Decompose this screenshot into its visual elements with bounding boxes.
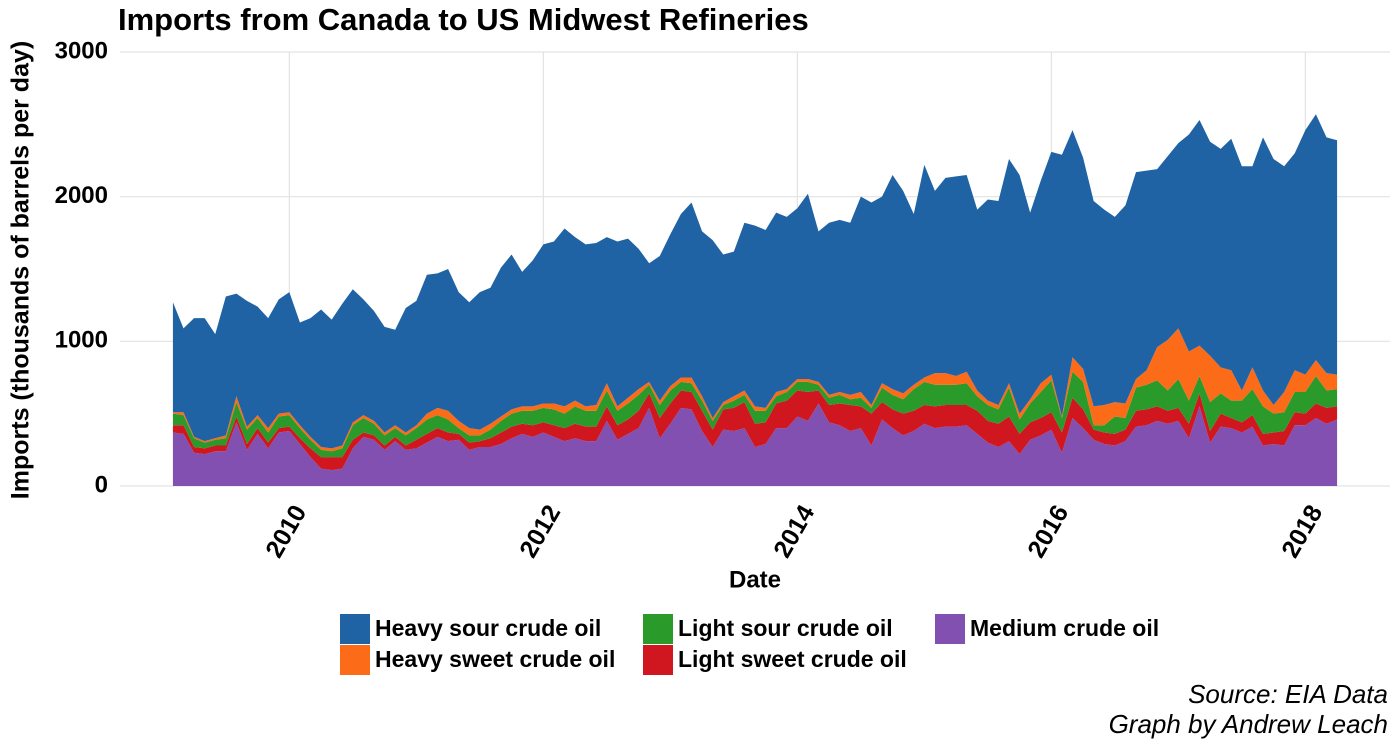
y-tick-label: 2000 xyxy=(55,182,108,209)
x-tick-label: 2016 xyxy=(1022,500,1074,562)
x-tick-label: 2012 xyxy=(514,500,566,562)
legend-label: Light sour crude oil xyxy=(678,615,893,641)
legend-label: Light sweet crude oil xyxy=(678,646,907,672)
legend-label: Heavy sour crude oil xyxy=(375,615,601,641)
x-tick-label: 2010 xyxy=(260,500,312,562)
y-tick-label: 3000 xyxy=(55,37,108,64)
area xyxy=(172,371,1338,458)
y-tick-label: 0 xyxy=(95,471,108,498)
legend-swatch xyxy=(643,614,673,644)
x-tick-label: 2018 xyxy=(1276,500,1328,562)
area xyxy=(172,114,1338,449)
chart-title: Imports from Canada to US Midwest Refine… xyxy=(118,2,809,37)
credit-note: Graph by Andrew Leach xyxy=(1109,709,1388,739)
area xyxy=(172,403,1338,486)
legend-label: Heavy sweet crude oil xyxy=(375,646,615,672)
legend-swatch xyxy=(935,614,965,644)
y-axis-title: Imports (thousands of barrels per day) xyxy=(7,41,35,499)
legend-swatch xyxy=(340,614,370,644)
area xyxy=(172,390,1338,471)
x-tick-label: 2014 xyxy=(768,500,820,562)
y-tick-label: 1000 xyxy=(55,327,108,354)
source-note: Source: EIA Data xyxy=(1188,679,1388,709)
legend-swatch xyxy=(340,645,370,675)
x-axis-title: Date xyxy=(729,566,781,593)
legend-label: Medium crude oil xyxy=(970,615,1159,641)
legend-swatch xyxy=(643,645,673,675)
